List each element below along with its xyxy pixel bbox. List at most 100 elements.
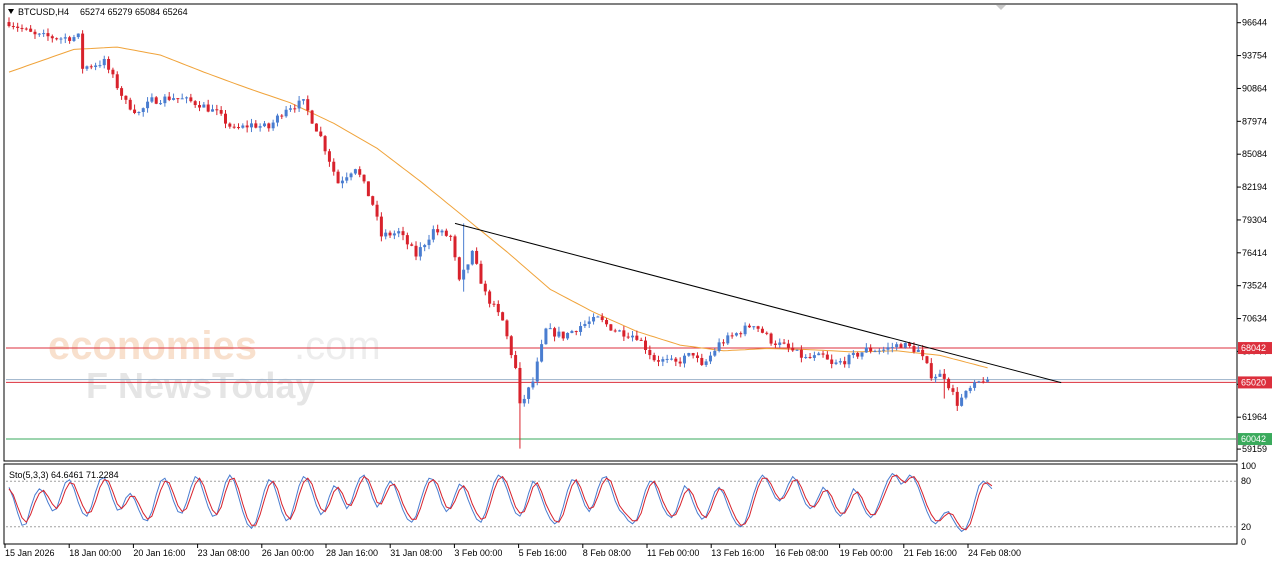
candle-body [682, 355, 686, 364]
candle-body [180, 98, 184, 100]
candle-body [81, 33, 85, 69]
candle-body [202, 104, 206, 108]
candle-body [68, 37, 72, 41]
candle-body [544, 328, 548, 345]
price-level-badge [1238, 376, 1272, 389]
candle-body [934, 376, 938, 379]
candle-body [821, 353, 825, 355]
candle-body [791, 347, 795, 351]
candle-body [431, 229, 435, 240]
candle-body [137, 112, 141, 114]
candle-body [198, 105, 202, 108]
price-axis: 96644 93754 90864 87974 85084 82194 79304 76414… [1237, 18, 1272, 547]
candle-body [769, 333, 773, 344]
candle-body [392, 233, 396, 236]
stochastic-main-line [8, 472, 993, 533]
candle-body [721, 342, 725, 344]
stochastic-tick-label: 80 [1241, 476, 1251, 486]
candle-body [986, 379, 990, 382]
candle-body [596, 316, 600, 318]
candle-body [713, 350, 717, 356]
candle-body [760, 328, 764, 333]
time-tick-label: 15 Jan 2026 [5, 548, 55, 558]
candle-body [782, 342, 786, 344]
candle-body [981, 381, 985, 383]
candle-body [20, 27, 24, 29]
candle-body [964, 390, 968, 398]
candle-body [314, 123, 318, 132]
candle-body [973, 382, 977, 388]
candle-body [63, 37, 67, 39]
candle-body [172, 98, 176, 100]
candle-body [418, 247, 422, 257]
moving-average [8, 46, 988, 369]
candle-body [444, 230, 448, 236]
candle-body [72, 37, 76, 41]
watermark-newstoday: NewsToday [118, 365, 315, 406]
candle-body [886, 347, 890, 350]
price-tick-label: 85084 [1242, 149, 1267, 159]
candle-body [834, 362, 838, 364]
candle-body [275, 115, 279, 123]
candle-body [236, 127, 240, 129]
candle-body [838, 361, 842, 363]
candle-body [695, 355, 699, 358]
candle-body [7, 22, 11, 27]
candle-body [899, 344, 903, 348]
candle-body [674, 358, 678, 362]
candle-body [860, 352, 864, 357]
candle-body [851, 352, 855, 355]
candle-body [553, 328, 557, 337]
candle-body [817, 353, 821, 356]
candle-body [141, 108, 145, 113]
candle-body [505, 320, 509, 337]
candle-body [522, 398, 526, 404]
candle-body [734, 333, 738, 336]
stochastic-lines [6, 472, 1236, 533]
candle-body [501, 312, 505, 321]
price-tick-label: 59159 [1242, 444, 1267, 454]
candle-body [340, 180, 344, 184]
candle-body [622, 330, 626, 337]
candle-body [375, 204, 379, 217]
candle-body [535, 361, 539, 382]
candle-body [938, 373, 942, 377]
trendline[interactable] [454, 222, 1062, 384]
candle-body [42, 33, 46, 35]
candle-body [224, 113, 227, 124]
candle-body [245, 125, 249, 128]
candle-body [968, 387, 972, 391]
time-tick-label: 13 Feb 16:00 [711, 548, 764, 558]
candle-body [652, 355, 656, 361]
candle-body [925, 356, 929, 364]
candle-body [678, 361, 682, 364]
candle-body [310, 110, 314, 124]
candle-body [462, 269, 466, 280]
candle-body [102, 58, 106, 66]
time-tick-label: 18 Jan 00:00 [69, 548, 121, 558]
candle-body [362, 174, 366, 182]
candle-body [912, 346, 916, 352]
stochastic-tick-label: 0 [1241, 537, 1246, 547]
stochastic-tick-label: 100 [1241, 461, 1256, 471]
candle-body [267, 123, 271, 129]
candle-body [895, 344, 899, 348]
candle-body [843, 361, 847, 365]
time-tick-label: 23 Jan 08:00 [198, 548, 250, 558]
candle-body [107, 58, 111, 70]
candle-body [579, 326, 583, 332]
candle-body [427, 239, 431, 246]
candle-body [301, 99, 305, 101]
candle-body [570, 331, 574, 333]
candle-body [410, 244, 414, 246]
candle-body [566, 332, 570, 339]
candle-body [661, 359, 665, 362]
candle-body [353, 169, 357, 174]
candle-body [440, 230, 444, 233]
symbol-menu-icon[interactable] [8, 9, 14, 14]
candle-body [163, 96, 167, 104]
candle-body [752, 326, 756, 328]
scroll-marker-icon[interactable] [996, 5, 1006, 10]
candle-body [189, 97, 193, 102]
candle-body [644, 340, 648, 350]
